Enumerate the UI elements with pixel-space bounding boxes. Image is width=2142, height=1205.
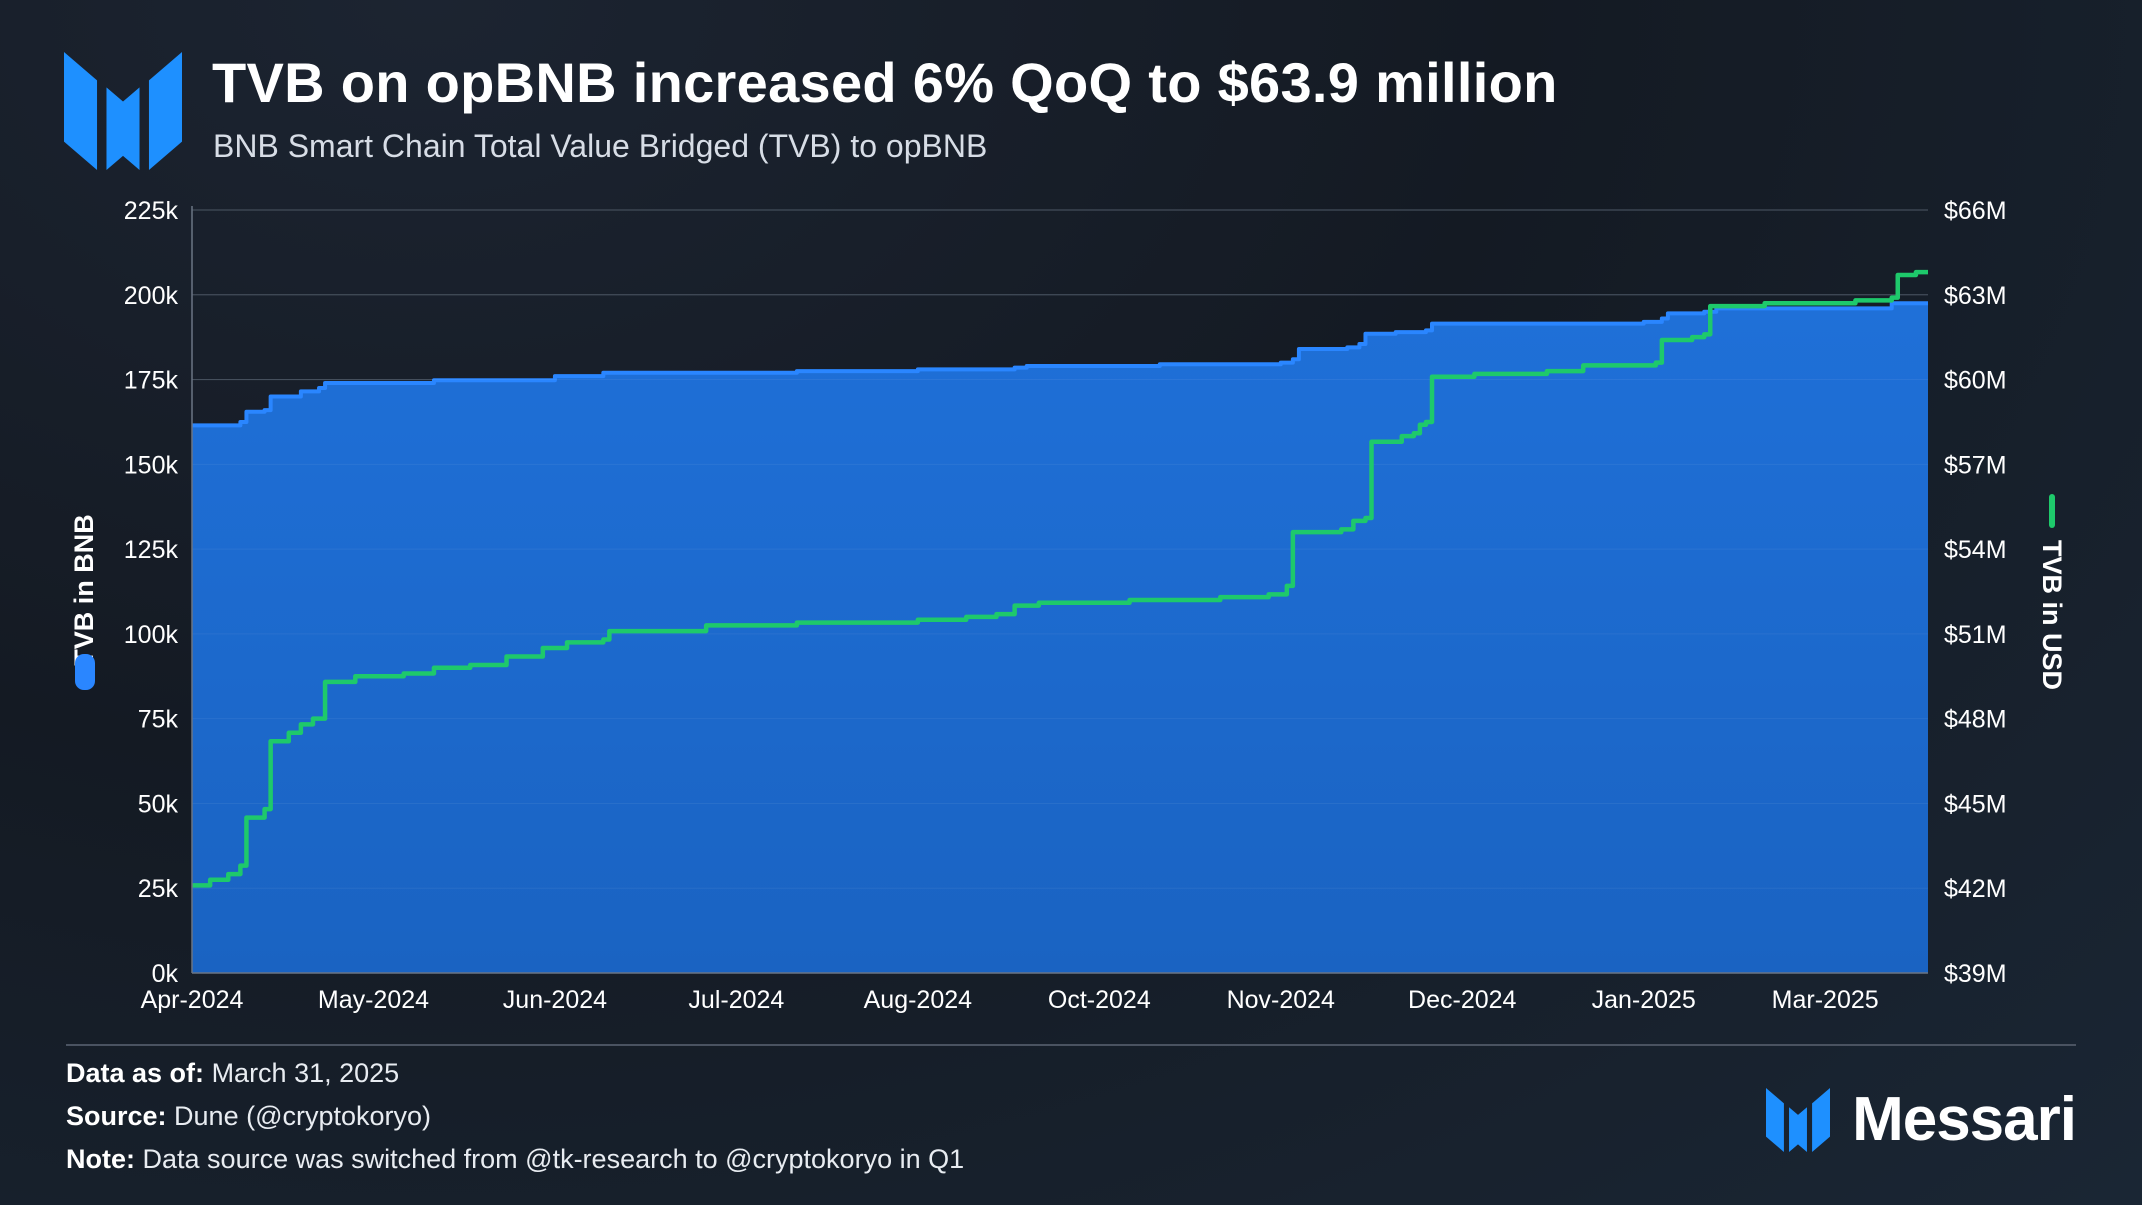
y-left-tick-label: 0k [152, 960, 179, 988]
y-right-tick-label: $39M [1944, 960, 2007, 988]
y-right-tick-label: $60M [1944, 367, 2007, 395]
y-right-tick-label: $54M [1944, 536, 2007, 564]
y-left-tick-label: 125k [124, 536, 179, 564]
y-left-tick-label: 100k [124, 621, 179, 649]
y-left-tick-label: 200k [124, 282, 179, 310]
brand-name: Messari [1852, 1085, 2077, 1154]
source-value: Dune (@cryptokoryo) [174, 1101, 432, 1131]
y-left-axis-title: TVB in BNB [69, 514, 99, 666]
footer-data-as-of: Data as of: March 31, 2025 [66, 1058, 399, 1089]
y-right-tick-label: $51M [1944, 621, 2007, 649]
footer-note: Note: Data source was switched from @tk-… [66, 1144, 964, 1175]
y-left-tick-label: 25k [138, 875, 179, 903]
y-left-tick-label: 175k [124, 367, 179, 395]
footer-divider [66, 1044, 2076, 1046]
page-subtitle: BNB Smart Chain Total Value Bridged (TVB… [213, 128, 988, 164]
note-value: Data source was switched from @tk-resear… [142, 1144, 965, 1174]
y-left-tick-label: 225k [124, 197, 179, 225]
x-tick-label: Aug-2024 [864, 986, 973, 1014]
data-as-of-label: Data as of: [66, 1058, 205, 1088]
y-right-tick-label: $63M [1944, 282, 2007, 310]
x-tick-label: Jun-2024 [503, 986, 607, 1014]
bnb-area [192, 303, 1928, 973]
messari-logo-icon [64, 52, 182, 170]
data-as-of-value: March 31, 2025 [211, 1058, 400, 1088]
footer-source: Source: Dune (@cryptokoryo) [66, 1101, 431, 1132]
y-right-tick-label: $57M [1944, 451, 2007, 479]
x-tick-label: Dec-2024 [1408, 986, 1516, 1014]
y-right-tick-label: $48M [1944, 706, 2007, 734]
messari-brand-icon [1766, 1087, 1831, 1152]
y-left-tick-label: 75k [138, 706, 179, 734]
x-tick-label: Apr-2024 [141, 986, 244, 1014]
y-right-tick-label: $66M [1944, 197, 2007, 225]
note-label: Note: [66, 1144, 135, 1174]
legend-usd-swatch [2049, 494, 2055, 528]
x-tick-label: Oct-2024 [1048, 986, 1151, 1014]
y-left-tick-label: 50k [138, 790, 179, 818]
legend-bnb-swatch [75, 654, 95, 690]
usd-line [192, 269, 1928, 888]
x-tick-label: Mar-2025 [1772, 986, 1879, 1014]
x-tick-label: Jan-2025 [1592, 986, 1696, 1014]
y-left-tick-label: 150k [124, 451, 179, 479]
source-label: Source: [66, 1101, 167, 1131]
messari-brand: Messari [1766, 1084, 2077, 1155]
bnb-line [192, 301, 1928, 428]
x-tick-label: May-2024 [318, 986, 429, 1014]
y-right-tick-label: $42M [1944, 875, 2007, 903]
page-title: TVB on opBNB increased 6% QoQ to $63.9 m… [212, 51, 1558, 114]
x-tick-label: Nov-2024 [1227, 986, 1335, 1014]
y-right-tick-label: $45M [1944, 790, 2007, 818]
x-tick-label: Jul-2024 [688, 986, 784, 1014]
y-right-axis-title: TVB in USD [2037, 540, 2067, 690]
